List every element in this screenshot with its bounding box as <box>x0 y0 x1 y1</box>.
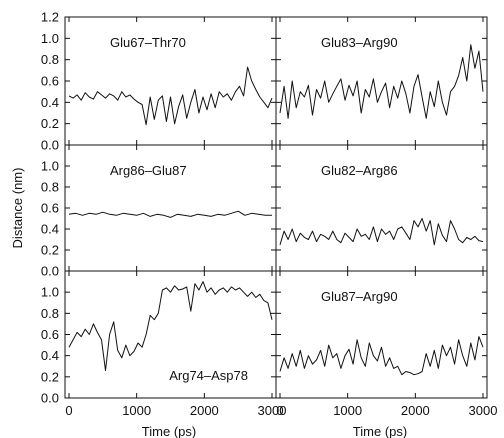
y-tick-label: 0.0 <box>41 391 59 406</box>
y-tick-label: 0.2 <box>41 369 59 384</box>
y-tick-label: 1.2 <box>41 10 59 25</box>
x-axis-label-right: Time (ps) <box>353 424 407 438</box>
x-tick-label: 1000 <box>333 403 362 418</box>
y-tick-label: 0.8 <box>41 52 59 67</box>
panel-5: 0.0 0.2 0.4 0.6 0.8 1.0 0 1000 2000 3000 Arg74–Asp… <box>41 270 287 418</box>
series-line <box>68 281 273 371</box>
panel-label: Glu82–Arg86 <box>321 163 398 178</box>
x-tick-label: 1000 <box>122 403 151 418</box>
y-tick-label: 0.0 <box>41 264 59 279</box>
panel-label: Glu67–Thr70 <box>110 35 186 50</box>
y-tick-label: 0.2 <box>41 116 59 131</box>
y-tick-label: 0.2 <box>41 243 59 258</box>
x-tick-label: 2000 <box>190 403 219 418</box>
x-tick-label: 3000 <box>469 403 498 418</box>
panel-label: Glu83–Arg90 <box>321 35 398 50</box>
panel-1: 0.0 0.2 0.4 0.6 0.8 1.0 1.2 Glu67–Thr70 <box>41 10 277 153</box>
y-tick-label: 0.0 <box>41 138 59 153</box>
series-line <box>68 66 273 126</box>
y-tick-label: 0.8 <box>41 180 59 195</box>
x-tick-label: 2000 <box>401 403 430 418</box>
panel-3: 0.0 0.2 0.4 0.6 0.8 1.0 Arg86–Glu87 <box>41 144 277 279</box>
y-tick-label: 0.4 <box>41 222 59 237</box>
panel-label: Arg86–Glu87 <box>110 163 187 178</box>
panel-label: Glu87–Arg90 <box>321 289 398 304</box>
series-line <box>279 44 484 119</box>
series-line <box>279 218 484 246</box>
y-axis-label: Distance (nm) <box>10 168 25 249</box>
x-axis-label-left: Time (ps) <box>142 424 196 438</box>
series-line <box>68 210 272 218</box>
y-tick-label: 0.4 <box>41 348 59 363</box>
series-line <box>279 336 484 376</box>
panel-label: Arg74–Asp78 <box>169 368 248 383</box>
x-tick-label: 3000 <box>258 403 287 418</box>
y-tick-label: 0.6 <box>41 201 59 216</box>
y-tick-label: 0.8 <box>41 306 59 321</box>
y-tick-label: 1.0 <box>41 31 59 46</box>
panel-6: 0 1000 2000 3000 Glu87–Arg90 <box>275 270 498 418</box>
x-tick-label: 0 <box>276 403 283 418</box>
y-tick-label: 1.0 <box>41 159 59 174</box>
x-tick-label: 0 <box>65 403 72 418</box>
panel-grid: 0.0 0.2 0.4 0.6 0.8 1.0 1.2 Glu67–Thr70 Glu83–Ar… <box>41 10 498 419</box>
y-tick-label: 0.6 <box>41 327 59 342</box>
panel-4: Glu82–Arg86 <box>275 144 488 272</box>
y-tick-label: 0.4 <box>41 95 59 110</box>
y-tick-label: 1.0 <box>41 285 59 300</box>
panel-2: Glu83–Arg90 <box>275 16 488 146</box>
y-tick-label: 0.6 <box>41 74 59 89</box>
